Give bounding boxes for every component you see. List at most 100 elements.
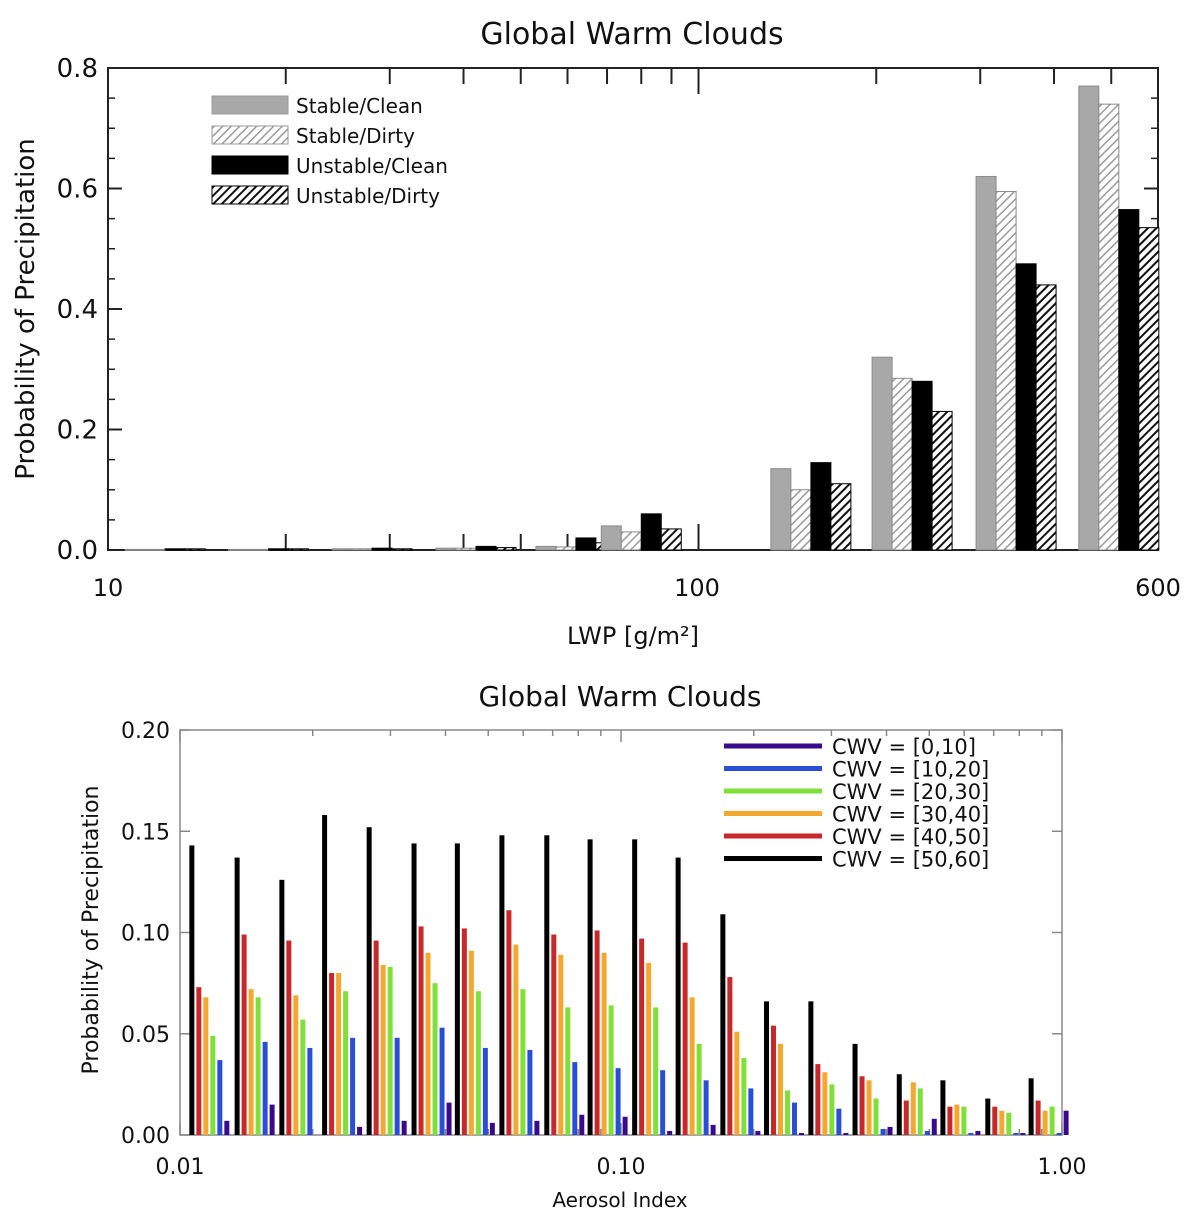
chart-2-bar — [887, 1126, 893, 1135]
chart-2-bar — [1049, 1106, 1055, 1135]
chart-2-bar — [394, 1037, 400, 1135]
chart-2-bar — [931, 1118, 937, 1135]
chart-2-bar — [653, 1007, 659, 1135]
chart-1-bar — [455, 547, 477, 551]
chart-2-bar — [843, 1132, 849, 1135]
chart-2-x-tick-label: 1.00 — [1038, 1155, 1087, 1180]
chart-1-legend-label: Stable/Clean — [296, 94, 423, 118]
chart-1-legend-label: Unstable/Clean — [296, 154, 448, 178]
chart-2-legend: CWV = [0,10]CWV = [10,20]CWV = [20,30]CW… — [724, 735, 989, 872]
chart-1-legend-swatch — [211, 95, 289, 115]
chart-2-bar — [1006, 1112, 1012, 1135]
chart-2-bar — [859, 1076, 865, 1135]
chart-2-bar — [572, 1062, 578, 1135]
chart-2-bar — [234, 857, 240, 1135]
chart-2-bar — [558, 954, 564, 1135]
chart-2-bar — [454, 843, 460, 1135]
chart-2-bar — [748, 1088, 754, 1135]
chart-2-legend-label: CWV = [10,20] — [832, 758, 989, 782]
chart-1-bar — [228, 548, 250, 551]
chart-2-bar — [293, 995, 299, 1135]
chart-1-bar — [184, 548, 206, 551]
chart-2-bar — [189, 845, 195, 1135]
chart-2-bar — [401, 1120, 407, 1135]
chart-1-bars — [124, 85, 1160, 551]
chart-2-legend-label: CWV = [50,60] — [832, 848, 989, 872]
chart-2-bar — [279, 879, 285, 1135]
chart-2-bar — [829, 1084, 835, 1135]
chart-2-bar — [551, 934, 557, 1135]
chart-1-bar — [435, 547, 457, 551]
chart-2-bar — [350, 1037, 356, 1135]
chart-2-bar — [461, 928, 467, 1135]
chart-2: Global Warm Clouds 0.000.050.100.150.20 … — [79, 680, 1086, 1212]
chart-2-bar — [660, 1070, 666, 1135]
chart-2-x-tick-label: 0.01 — [156, 1155, 205, 1180]
chart-1-x-axis-label: LWP [g/m²] — [567, 622, 699, 650]
chart-2-bar — [975, 1130, 981, 1135]
chart-2-bar — [432, 983, 438, 1135]
chart-2-y-tick-label: 0.20 — [121, 719, 170, 744]
chart-2-bar — [387, 966, 393, 1135]
chart-1-x-tick-label: 600 — [1135, 574, 1181, 602]
chart-2-bars — [189, 815, 1069, 1135]
chart-2-bar — [300, 1019, 306, 1135]
chart-2-title: Global Warm Clouds — [478, 680, 761, 713]
chart-2-bar — [527, 1049, 533, 1135]
chart-1-bar — [640, 513, 662, 551]
chart-2-bar — [587, 839, 593, 1135]
chart-2-legend-label: CWV = [30,40] — [832, 803, 989, 827]
chart-1-y-tick-label: 0.0 — [57, 536, 98, 566]
chart-1-bar — [1035, 284, 1057, 551]
chart-2-bar — [475, 991, 481, 1135]
chart-2-bar — [622, 1116, 628, 1135]
chart-2-x-tick-label: 0.10 — [597, 1155, 646, 1180]
chart-2-bar — [322, 815, 328, 1135]
chart-2-bar — [675, 857, 681, 1135]
chart-2-bar — [808, 1001, 814, 1135]
chart-2-bar — [815, 1064, 821, 1135]
chart-1-legend: Stable/Clean Stable/Dirty Unstable/Clean Un… — [211, 94, 448, 208]
chart-1-x-axis: 10 100 600 — [93, 68, 1181, 602]
chart-1-bar — [1078, 85, 1100, 551]
chart-1-y-tick-label: 0.4 — [57, 295, 98, 325]
chart-2-bar — [764, 1001, 770, 1135]
chart-1-bar — [495, 547, 517, 551]
chart-2-bar — [836, 1108, 842, 1135]
chart-2-bar — [255, 997, 261, 1135]
chart-1-bar — [575, 537, 597, 551]
chart-2-bar — [873, 1098, 879, 1135]
chart-1-bar — [1098, 103, 1120, 551]
chart-2-bar — [513, 944, 519, 1135]
chart-1-title: Global Warm Clouds — [480, 17, 783, 52]
chart-2-bar — [357, 1126, 363, 1135]
chart-2-bar — [1056, 1132, 1062, 1135]
chart-2-bar — [968, 1132, 974, 1135]
chart-1-legend-label: Stable/Dirty — [296, 124, 415, 148]
chart-1-bar — [535, 545, 557, 551]
chart-2-bar — [307, 1047, 313, 1135]
chart-1-bar — [871, 356, 893, 551]
chart-1-bar — [600, 525, 622, 551]
chart-2-bar — [482, 1047, 488, 1135]
chart-2-bar — [632, 839, 638, 1135]
chart-2-bar — [720, 914, 726, 1135]
chart-2-bar — [601, 952, 607, 1135]
chart-2-bar — [917, 1088, 923, 1135]
chart-2-bar — [880, 1128, 886, 1135]
chart-2-bar — [499, 835, 505, 1135]
chart-1-bar — [1015, 263, 1037, 551]
chart-2-bar — [565, 1007, 571, 1135]
chart-2-bar — [248, 989, 254, 1135]
chart-1: Global Warm Clouds 0.0 0.2 0.4 0.6 0.8 10 10… — [11, 17, 1181, 650]
chart-2-bar — [418, 926, 424, 1135]
chart-2-bar — [799, 1132, 805, 1135]
chart-2-bar — [999, 1110, 1005, 1135]
chart-2-bar — [439, 1027, 445, 1135]
chart-2-bar — [741, 1058, 747, 1135]
chart-1-bar — [790, 489, 812, 551]
chart-2-bar — [792, 1102, 798, 1135]
chart-1-legend-label: Unstable/Dirty — [296, 184, 440, 208]
chart-2-y-tick-label: 0.10 — [121, 922, 170, 947]
